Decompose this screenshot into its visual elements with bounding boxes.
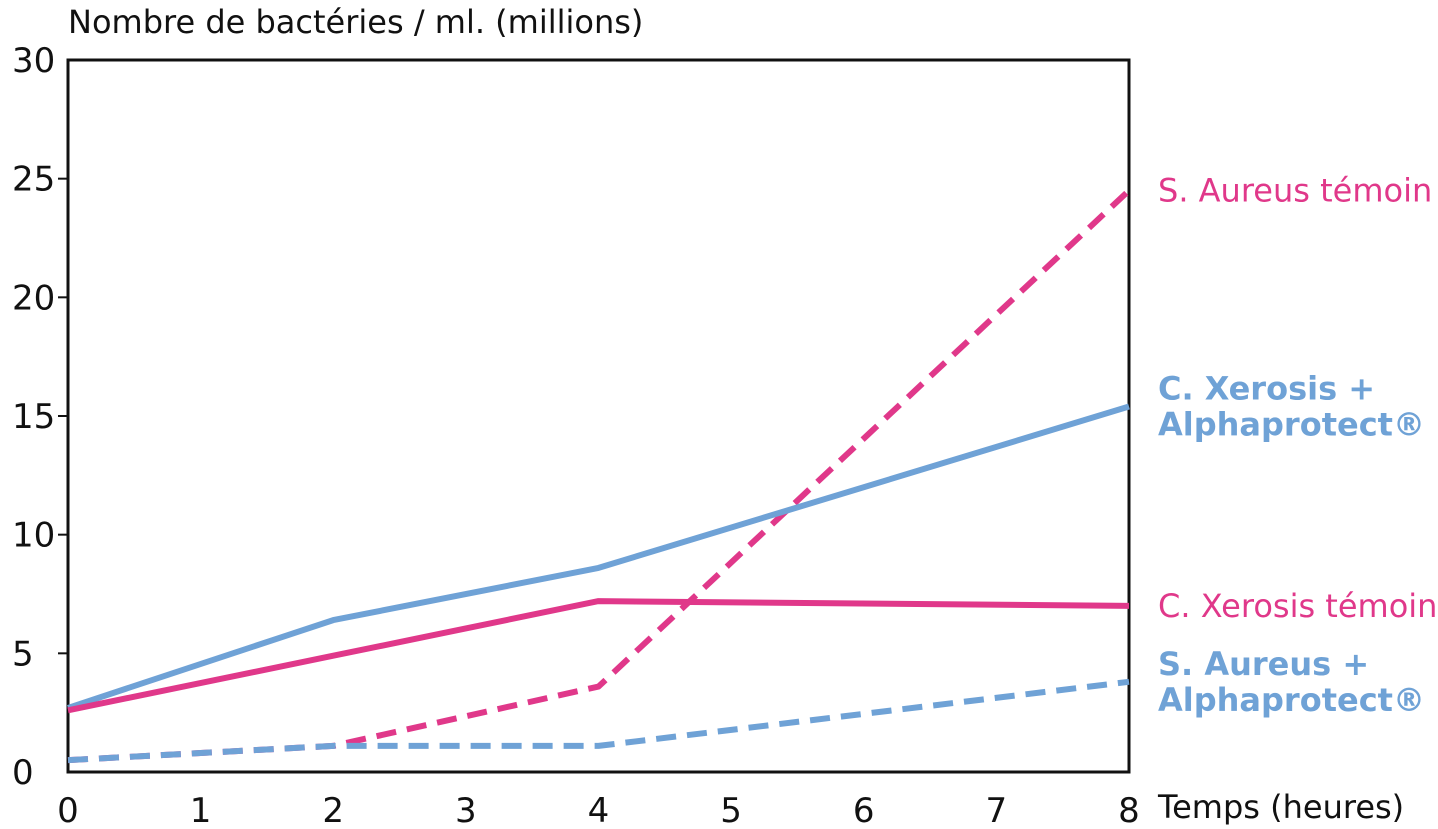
series-line-3 — [67, 598, 1130, 714]
y-tick-label: 10 — [12, 516, 55, 556]
series-lines — [67, 188, 1132, 764]
legend-label-4: S. Aureus + Alphaprotect® — [1158, 645, 1425, 719]
x-tick-label: 0 — [57, 791, 79, 829]
legend-label-line: S. Aureus + — [1158, 645, 1369, 683]
x-axis-title: Temps (heures) — [1157, 788, 1404, 826]
legend-label-line: Alphaprotect® — [1158, 681, 1425, 719]
legend-label-line: C. Xerosis témoin — [1158, 587, 1437, 625]
x-tick-label: 3 — [455, 791, 477, 829]
x-tick-label: 4 — [588, 791, 610, 829]
y-axis-title: Nombre de bactéries / ml. (millions) — [68, 3, 643, 41]
x-axis-ticks: 0 1 2 3 4 5 6 7 8 — [57, 791, 1140, 829]
y-tick-label: 5 — [12, 634, 34, 674]
legend-label-line: S. Aureus témoin — [1158, 172, 1432, 210]
x-tick-label: 2 — [322, 791, 344, 829]
y-axis-ticks: 0 5 10 15 20 25 30 — [12, 41, 68, 793]
y-tick-label: 0 — [12, 753, 34, 793]
legend-label-line: Alphaprotect® — [1158, 406, 1425, 444]
legend-label-2: C. Xerosis + Alphaprotect® — [1158, 370, 1425, 444]
series-line-4 — [67, 678, 1130, 764]
legend-label-1: S. Aureus témoin — [1158, 172, 1432, 210]
x-tick-label: 1 — [190, 791, 212, 829]
x-tick-label: 5 — [720, 791, 742, 829]
series-line-2 — [67, 403, 1130, 711]
x-tick-label: 6 — [853, 791, 875, 829]
x-tick-label: 8 — [1118, 791, 1140, 829]
y-tick-label: 30 — [12, 41, 55, 81]
legend-label-3: C. Xerosis témoin — [1158, 587, 1437, 625]
plot-frame — [66, 58, 1131, 774]
legend-label-line: C. Xerosis + — [1158, 370, 1375, 408]
y-tick-label: 20 — [12, 278, 55, 318]
x-tick-label: 7 — [986, 791, 1008, 829]
y-tick-label: 25 — [12, 160, 55, 200]
y-tick-label: 15 — [12, 397, 55, 437]
